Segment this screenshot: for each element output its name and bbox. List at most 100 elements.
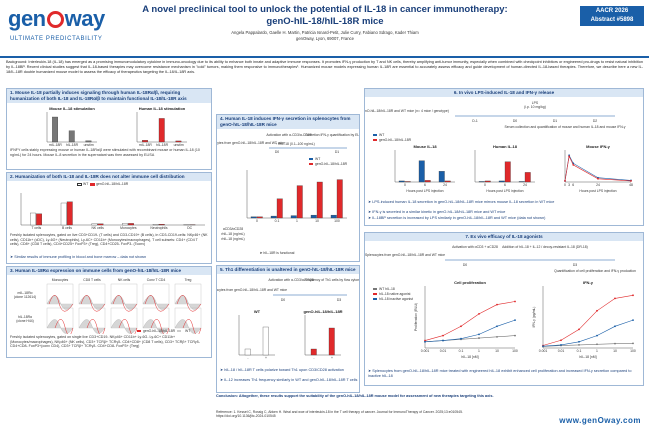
p2-tick-label: B cells bbox=[62, 226, 72, 230]
p4-row-label: αCD3/αCD28 bbox=[223, 227, 243, 231]
p3-row2-label: hIL-18Rα bbox=[18, 315, 32, 319]
panel-5-bullet-2-text: IL-12 increases Th1 frequency similarly … bbox=[224, 378, 358, 382]
p7a-point bbox=[496, 325, 498, 328]
p6b-title: Human IL-18 bbox=[493, 144, 518, 149]
p1b-bar bbox=[142, 140, 148, 143]
p7a-point bbox=[514, 300, 516, 303]
p7-protocol-step3: Quantification of cell proliferation and… bbox=[554, 269, 636, 273]
panel-3: 3. Human IL-18Rα expression on immune ce… bbox=[6, 266, 212, 358]
p7a-tick-label: 0.1 bbox=[459, 349, 464, 353]
p3-histogram-ki bbox=[182, 319, 202, 334]
p4-legend-ki: genO-hIL-18/hIL-18R bbox=[315, 162, 348, 166]
p6a-tick-label: 24 bbox=[443, 183, 447, 187]
p4-bar bbox=[330, 214, 337, 219]
reference: Reference: 1. Kessel C, Rossig C, Abken … bbox=[216, 410, 463, 419]
p7a-point bbox=[514, 334, 516, 337]
p7b-series-line bbox=[542, 295, 634, 346]
p2-tick-label: DC bbox=[187, 226, 192, 230]
badge-line-2: Abstract #5898 bbox=[590, 17, 634, 23]
p4-bar bbox=[270, 215, 277, 219]
panel-5-body: Splenocytes from genO-hIL-18/hIL-18R and… bbox=[217, 274, 359, 394]
p7-legend-label: hIL-18 native agonist bbox=[379, 292, 411, 296]
badge-line-1: AACR 2026 bbox=[595, 8, 629, 14]
panel-6-title: 6. In vivo LPS-induced IL-18 and IFN-γ r… bbox=[365, 89, 643, 97]
panel-1-body: mIL-18R hIL-18R unstim Mouse IL-18 stimulat… bbox=[7, 103, 211, 163]
p3-histogram-ki bbox=[112, 295, 138, 312]
p2-tick-label: Monocytes bbox=[120, 226, 137, 230]
p7a-point bbox=[460, 325, 462, 328]
p7a-point bbox=[514, 319, 516, 321]
p3-row1-label: mIL-18Rα bbox=[18, 291, 33, 295]
p1b-tick-label: hIL-18R bbox=[156, 143, 169, 147]
p7a-point bbox=[424, 339, 426, 342]
panel-4-title: 4. Human IL-18 induces IFN-γ secretion i… bbox=[217, 115, 359, 129]
p6-xlabel-c: Hours post LPS injection bbox=[579, 189, 616, 193]
conclusion: Conclusion: Altogether, these results su… bbox=[216, 394, 494, 398]
p4-bar bbox=[290, 215, 297, 219]
p2-bar bbox=[60, 202, 67, 226]
panel-3-title: 3. Human IL-18Rα expression on immune ce… bbox=[7, 267, 211, 275]
p4-tick-label: 0.1 bbox=[275, 219, 280, 223]
p6-day: D1 bbox=[553, 119, 557, 123]
p5-protocol-step1: Activation with α-CD3/α-CD28 bbox=[268, 278, 313, 282]
p6b-bar bbox=[478, 181, 485, 183]
p1b-title: Human IL-18 stimulation bbox=[139, 106, 186, 111]
affiliation: genOway, Lyon, 69007, France bbox=[296, 36, 354, 41]
panel-6-bullet-3-text: IL-18BP secretion is increased by LPS si… bbox=[372, 216, 546, 220]
p3-histogram-ki bbox=[80, 295, 106, 312]
p6b-bar bbox=[504, 161, 511, 183]
panel-2-note: Freshly isolated splenocytes, gated on l… bbox=[10, 233, 208, 247]
panel-2-chart: T cells B cells NK cells Monocytes Neutrophi… bbox=[20, 193, 205, 230]
p2-bar bbox=[91, 223, 98, 226]
p4-day0: D0 bbox=[275, 150, 279, 154]
p5-protocol-step2: Frequency of Th1 cells by flow cytometry bbox=[304, 278, 359, 282]
p7b-point bbox=[578, 344, 580, 346]
p7b-point bbox=[596, 309, 598, 312]
p7b-series-line bbox=[542, 343, 634, 347]
genoway-logo: gen way ULTIMATE PREDICTABILITY bbox=[8, 6, 128, 46]
p4-tick-label: 0 bbox=[256, 219, 258, 223]
panel-6-bullet-2-text: IFN-γ is secreted in a similar kinetic i… bbox=[372, 210, 506, 214]
p7-legend-label: WT hIL-18 bbox=[379, 287, 395, 291]
footer-url[interactable]: www.genOway.com bbox=[559, 416, 641, 425]
p6b-bar bbox=[524, 172, 531, 183]
p1a-tick-label: mIL-18R bbox=[49, 143, 63, 147]
p5-protocol-left: Splenocytes from genO-hIL-18/hIL-18R and… bbox=[217, 288, 287, 292]
p7-ylabel-b: IFN-γ (pg/mL) bbox=[532, 307, 536, 328]
p4-legend-wt: WT bbox=[315, 157, 320, 161]
p7b-point bbox=[542, 345, 544, 348]
p3-histogram-wt bbox=[110, 319, 138, 334]
p6b-tick-label: 24 bbox=[523, 183, 527, 187]
p4-bar bbox=[256, 216, 263, 219]
p6c-tick-label: 48 bbox=[629, 183, 633, 187]
panel-3-body: Monocytes CD8 T cells NK cells Conv T CD4 Tr… bbox=[7, 275, 211, 359]
p3-histogram-ki bbox=[176, 295, 202, 312]
p2-bar bbox=[128, 223, 134, 226]
panel-1-title: 1. Mouse IL-18 partially induces signali… bbox=[7, 89, 211, 103]
p3-legend-swatch-ki bbox=[137, 330, 141, 332]
panel-2-legend: WT genO-hIL-18/hIL-18R bbox=[77, 182, 128, 186]
panel-4: 4. Human IL-18 induces IFN-γ secretion i… bbox=[216, 114, 360, 262]
p2-bar bbox=[36, 213, 42, 226]
legend-label-wt: WT bbox=[83, 182, 89, 186]
p3-col-header: Treg bbox=[185, 278, 192, 282]
panel-5-chart: Splenocytes from genO-hIL-18/hIL-18R and… bbox=[217, 278, 359, 360]
p7b-point bbox=[614, 325, 616, 328]
p6c-point bbox=[568, 155, 571, 158]
p6-xlabel-a: Hours post LPS injection bbox=[406, 189, 443, 193]
p1a-title: Mouse IL-18 stimulation bbox=[49, 106, 95, 111]
p6a-bar bbox=[398, 180, 405, 183]
p7b-point bbox=[578, 328, 580, 331]
panel-5-bullet-1-text: hIL-18 / hIL-18R T cells polarize toward… bbox=[224, 368, 344, 372]
p4-legend-swatch-ki bbox=[309, 163, 313, 165]
p7b-point bbox=[632, 294, 634, 297]
p2-tick-label: T cells bbox=[31, 226, 41, 230]
p7a-point bbox=[496, 335, 498, 338]
p6-protocol-left: genO-hIL-18/hIL-18R and WT mice (n= 4 mi… bbox=[365, 109, 449, 113]
p3-legend-ki: genO-hIL-18/hIL-18R bbox=[143, 329, 176, 333]
poster-title: A novel preclinical tool to unlock the p… bbox=[130, 4, 520, 28]
p3-col-header: Monocytes bbox=[52, 278, 69, 282]
p5b-bar bbox=[310, 348, 317, 356]
p4-bar bbox=[336, 179, 343, 219]
